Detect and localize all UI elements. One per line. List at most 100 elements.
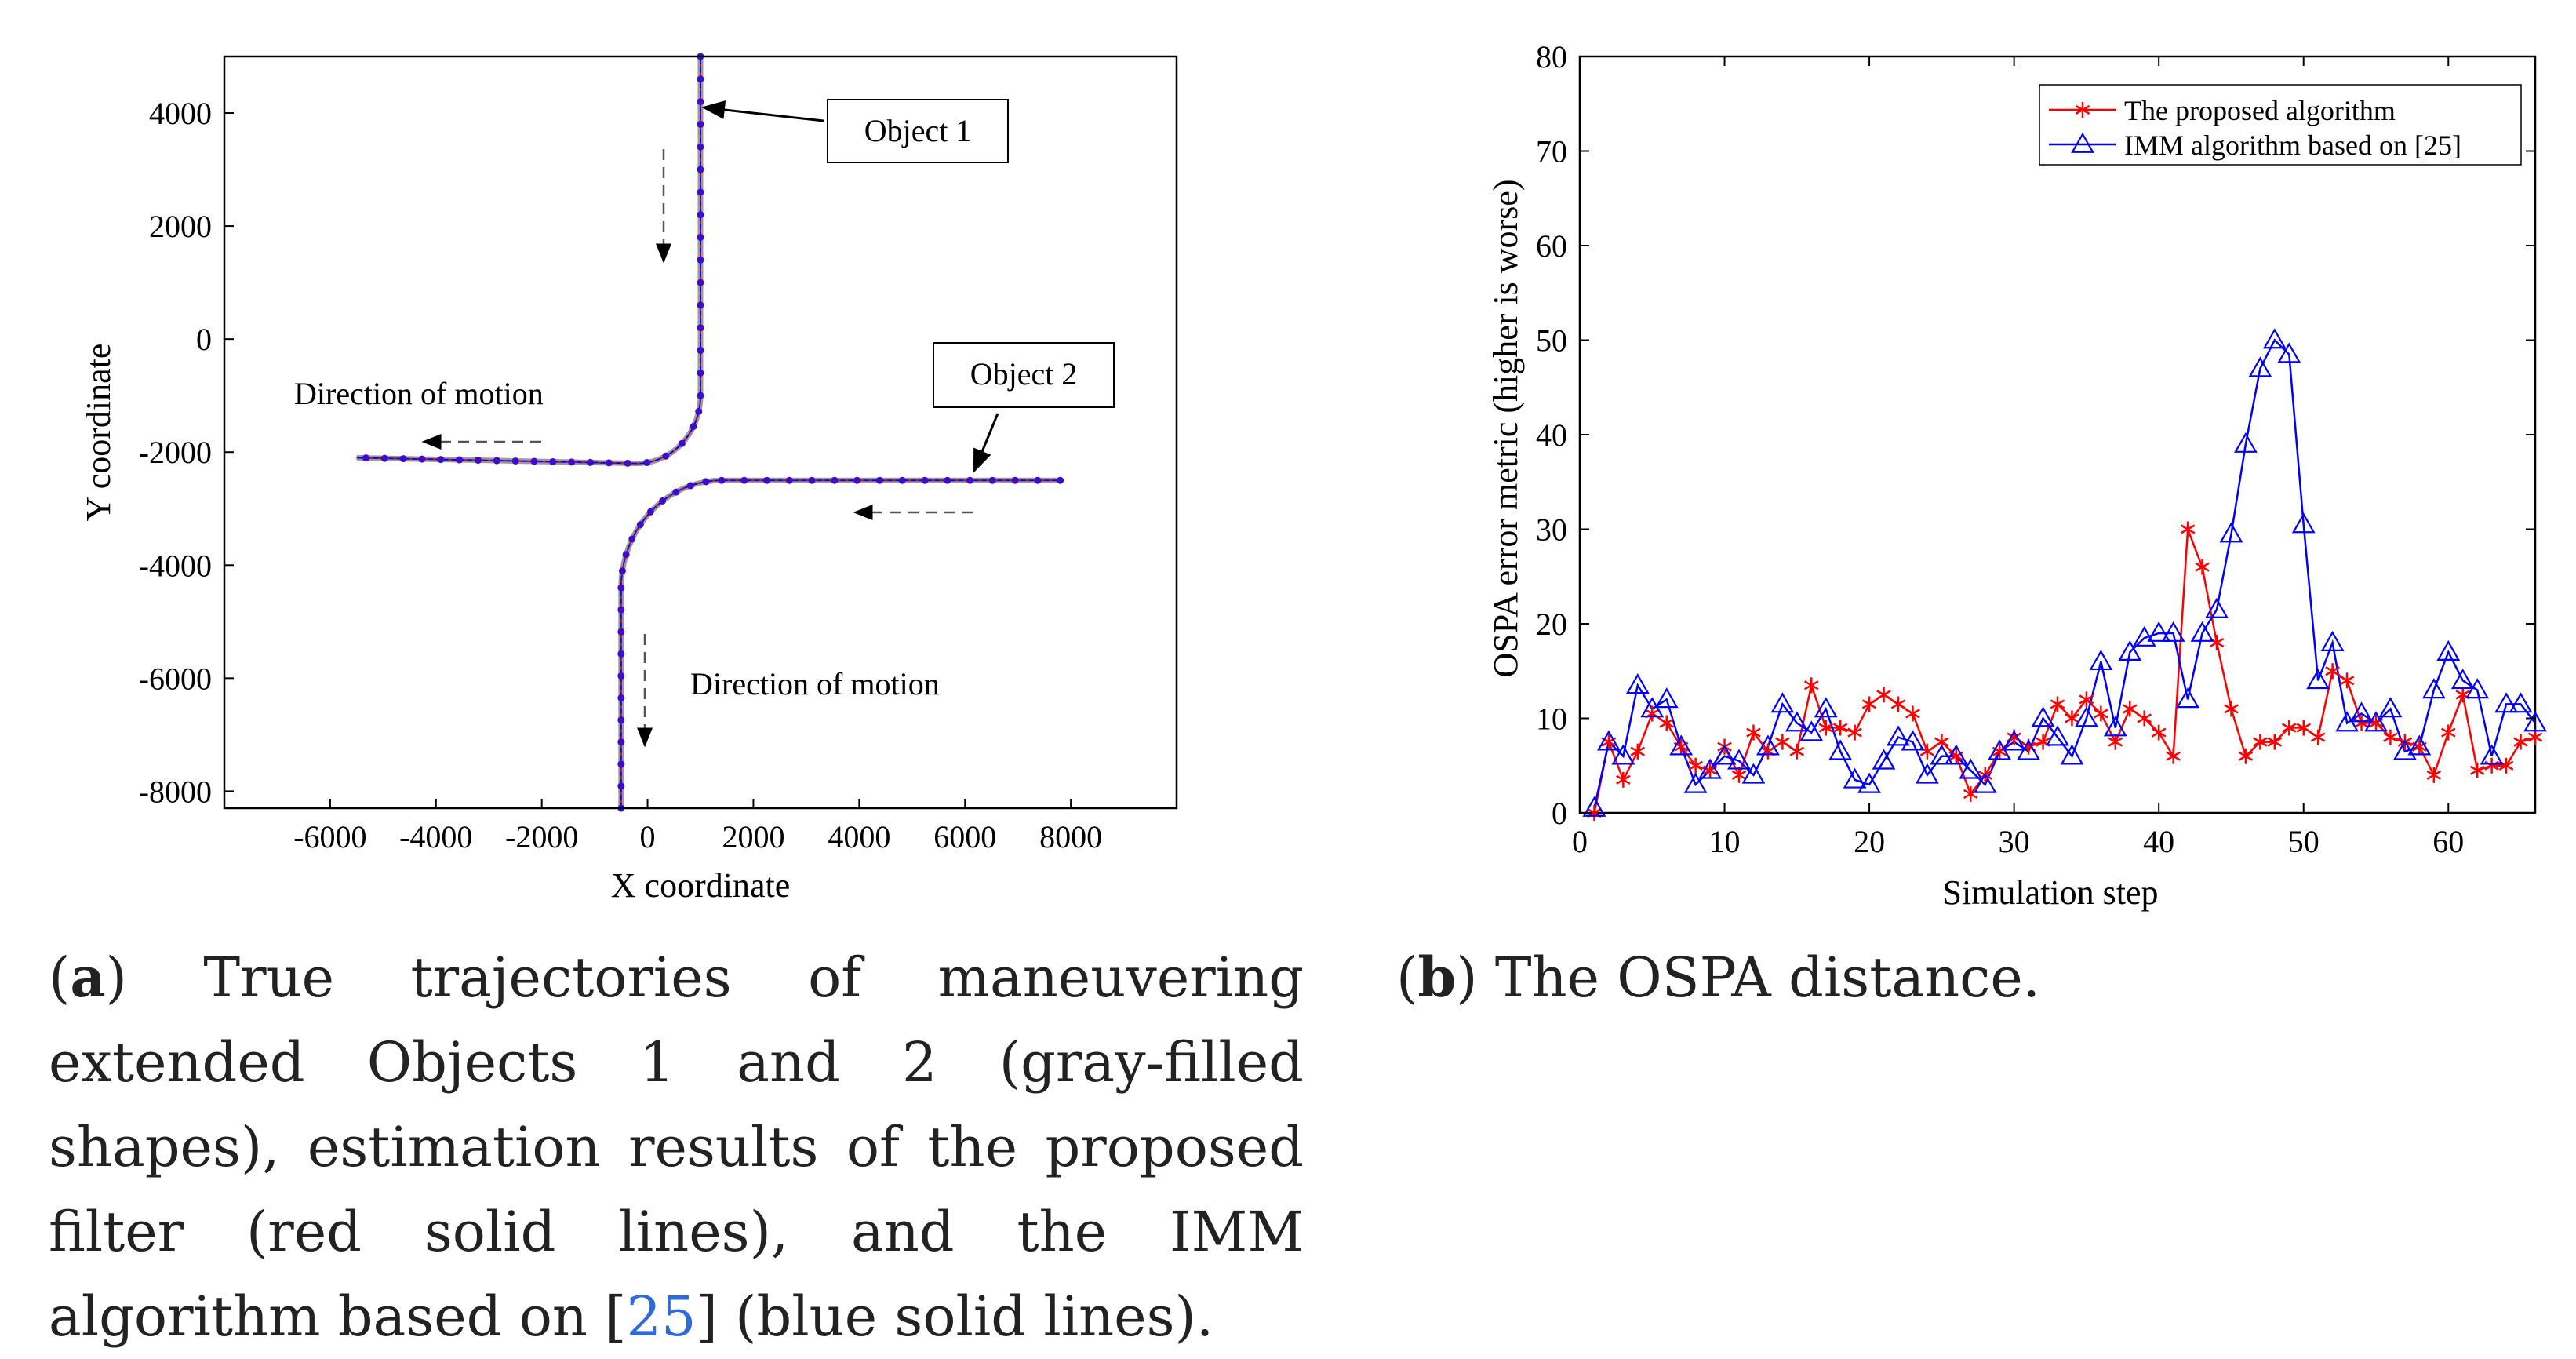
ospa-x-ticks: 0 10 20 30 40 50 60 [1572,56,2464,859]
trajectory-point [697,143,704,151]
proposed-data-point [2440,724,2456,741]
asterisk-stroke [1861,699,1877,709]
trajectory-point [697,347,704,355]
x-tick-label: 30 [1999,824,2030,859]
proposed-data-point [1616,771,1631,788]
asterisk-stroke [2180,524,2196,534]
proposed-data-point [2281,720,2297,736]
trajectory-point [617,760,625,768]
trajectory-point [898,476,906,484]
asterisk-stroke [2238,751,2254,761]
imm-estimate-object-2 [620,479,1061,808]
proposed-data-point [1630,743,1646,760]
imm-data-point [2103,716,2127,737]
proposed-data-point [1905,705,1920,722]
imm-data-point [2306,669,2330,690]
asterisk-stroke [2079,694,2094,705]
imm-data-point [1930,744,1954,765]
object2-label: Object 2 [970,356,1078,392]
trajectory-point [1011,476,1019,484]
trajectory-point [643,459,651,467]
trajectory-point [697,211,704,219]
legend-label-imm: IMM algorithm based on [25] [2124,129,2461,161]
asterisk-stroke [2050,699,2065,709]
proposed-data-point [2151,724,2167,741]
trajectory-chart: -6000 -4000 -2000 0 2000 4000 6000 8000 -8000 -6… [79,53,1178,905]
ospa-series-markers [1582,328,2547,821]
y-tick-label: -2000 [139,435,212,470]
trajectory-point [617,650,625,658]
imm-data-point [2075,706,2098,727]
legend-box [2039,84,2522,166]
asterisk-stroke [1688,760,1703,771]
imm-data-point [1799,720,1824,741]
trajectory-point [618,567,626,575]
trajectory-plot-area [356,53,1064,812]
proposed-data-point [2195,559,2210,575]
asterisk-stroke [2075,104,2090,115]
trajectory-y-axis-label: Y coordinate [79,344,118,522]
asterisk-stroke [2325,666,2340,676]
imm-data-point [2378,697,2403,718]
asterisk-stroke [2267,737,2283,747]
imm-data-point [1973,772,1997,793]
imm-data-point [1611,744,1635,765]
imm-data-point [2017,739,2040,760]
trajectory-point [697,369,704,377]
proposed-data-point [1659,715,1675,731]
proposed-data-point [1876,687,1891,703]
imm-data-point [2436,639,2461,661]
y-tick-label: -6000 [139,661,212,696]
y-tick-label: 60 [1536,228,1567,264]
proposed-data-point [2094,705,2108,722]
imm-data-point [2480,744,2504,765]
asterisk-stroke [2383,732,2398,742]
x-tick-label: 8000 [1039,819,1102,854]
imm-data-point [1712,744,1737,765]
asterisk-stroke [2151,727,2167,738]
trajectory-point [617,584,625,592]
proposed-data-point [2224,701,2239,717]
proposed-estimate-object-2 [620,479,1061,808]
imm-data-point [1887,725,1910,746]
asterisk-stroke [1630,746,1646,756]
x-tick-label: 0 [640,819,656,854]
asterisk-stroke [2281,723,2297,733]
ospa-x-axis-label: Simulation step [1943,873,2159,912]
asterisk-stroke [2310,732,2326,742]
proposed-data-point [1731,767,1747,783]
trajectory-point [853,476,861,484]
citation-link[interactable]: 25 [626,1284,697,1349]
imm-data-point [2320,630,2345,651]
trajectory-point [697,233,704,241]
object1-label: Object 1 [864,113,972,148]
asterisk-stroke [2527,732,2543,742]
trajectory-point [605,459,613,467]
imm-data-point [1654,687,1679,709]
trajectory-point [697,392,704,399]
trajectory-point [831,476,839,484]
object2-pointer-arrow [973,413,999,473]
trajectory-point [966,476,974,484]
imm-data-point [2349,701,2374,723]
object2-label-box [933,342,1115,408]
asterisk-stroke [1616,774,1631,785]
asterisk-stroke [1876,690,1891,700]
caption-b-open: ( [1396,945,1418,1010]
ospa-y-axis-label: OSPA error metric (higher is worse) [1486,179,1525,677]
asterisk-stroke [1919,746,1935,756]
imm-data-point [1741,763,1766,784]
imm-data-point [2421,678,2446,699]
asterisk-stroke [2253,737,2268,747]
asterisk-stroke [2195,562,2210,572]
x-tick-label: 60 [2432,824,2464,859]
imm-data-point [1582,796,1606,817]
trajectory-point [697,301,704,309]
caption-a-text: True trajectories of maneuvering extende… [49,945,1304,1349]
asterisk-stroke [2339,676,2355,686]
legend-marker-imm [2071,132,2094,153]
proposed-data-point [2079,691,2094,708]
object1-pointer-arrow [701,100,824,122]
ospa-y-ticks: 0 10 20 30 40 50 60 70 80 [1536,39,2535,831]
proposed-data-point [2166,748,2181,764]
